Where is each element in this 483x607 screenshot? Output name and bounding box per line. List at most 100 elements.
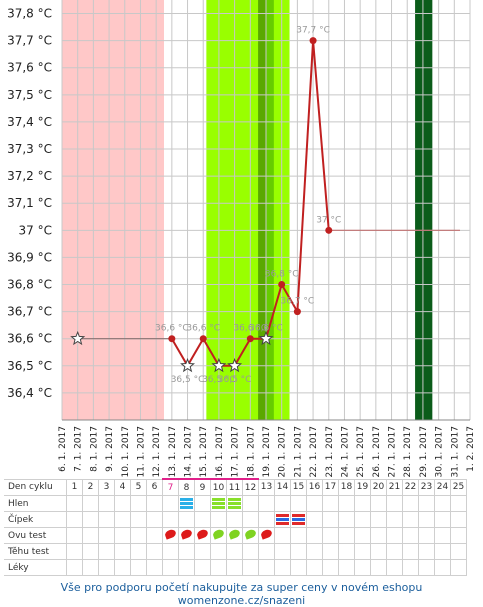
table-cell[interactable] [66, 527, 83, 544]
table-cell[interactable] [114, 543, 131, 560]
table-cell[interactable] [354, 511, 371, 528]
table-cell[interactable] [130, 543, 147, 560]
table-cell[interactable] [210, 511, 227, 528]
table-cell[interactable] [82, 495, 99, 512]
table-cell[interactable] [258, 543, 275, 560]
table-cell[interactable] [402, 559, 419, 576]
table-cell[interactable] [114, 511, 131, 528]
table-cell[interactable] [194, 559, 211, 576]
table-cell[interactable] [242, 543, 259, 560]
table-cell[interactable] [82, 559, 99, 576]
table-cell[interactable] [98, 559, 115, 576]
table-cell[interactable] [386, 527, 403, 544]
table-cell[interactable] [162, 511, 179, 528]
table-cell[interactable] [242, 495, 259, 512]
table-cell[interactable] [290, 495, 307, 512]
table-cell[interactable] [370, 559, 387, 576]
table-cell[interactable] [178, 511, 195, 528]
table-cell[interactable] [66, 559, 83, 576]
table-cell[interactable] [418, 495, 435, 512]
table-cell[interactable] [162, 559, 179, 576]
table-cell[interactable] [370, 527, 387, 544]
table-cell[interactable] [418, 527, 435, 544]
table-cell[interactable] [386, 543, 403, 560]
table-cell[interactable] [338, 511, 355, 528]
table-cell[interactable] [402, 511, 419, 528]
table-cell[interactable] [274, 527, 291, 544]
table-cell[interactable] [98, 495, 115, 512]
table-cell[interactable] [98, 511, 115, 528]
table-cell[interactable] [178, 543, 195, 560]
table-cell[interactable] [386, 559, 403, 576]
table-cell[interactable] [290, 527, 307, 544]
table-cell[interactable] [210, 495, 227, 512]
table-cell[interactable] [210, 527, 227, 544]
table-cell[interactable] [434, 511, 451, 528]
table-cell[interactable] [210, 559, 227, 576]
table-cell[interactable] [226, 511, 243, 528]
table-cell[interactable] [450, 511, 467, 528]
table-cell[interactable] [82, 543, 99, 560]
table-cell[interactable] [146, 495, 163, 512]
table-cell[interactable] [226, 543, 243, 560]
table-cell[interactable] [434, 543, 451, 560]
table-cell[interactable] [306, 559, 323, 576]
table-cell[interactable] [162, 543, 179, 560]
table-cell[interactable] [258, 527, 275, 544]
table-cell[interactable] [114, 559, 131, 576]
table-cell[interactable] [242, 527, 259, 544]
table-cell[interactable] [370, 543, 387, 560]
table-cell[interactable] [130, 559, 147, 576]
table-cell[interactable] [418, 511, 435, 528]
table-cell[interactable] [226, 495, 243, 512]
table-cell[interactable] [82, 527, 99, 544]
table-cell[interactable] [370, 511, 387, 528]
table-cell[interactable] [434, 495, 451, 512]
table-cell[interactable] [386, 495, 403, 512]
table-cell[interactable] [322, 559, 339, 576]
table-cell[interactable] [130, 495, 147, 512]
table-cell[interactable] [194, 543, 211, 560]
table-cell[interactable] [242, 511, 259, 528]
table-cell[interactable] [306, 543, 323, 560]
table-cell[interactable] [178, 527, 195, 544]
table-cell[interactable] [322, 543, 339, 560]
table-cell[interactable] [322, 527, 339, 544]
table-cell[interactable] [274, 559, 291, 576]
table-cell[interactable] [258, 559, 275, 576]
table-cell[interactable] [114, 527, 131, 544]
table-cell[interactable] [450, 527, 467, 544]
table-cell[interactable] [306, 511, 323, 528]
table-cell[interactable] [450, 495, 467, 512]
table-cell[interactable] [450, 559, 467, 576]
table-cell[interactable] [290, 511, 307, 528]
table-cell[interactable] [130, 511, 147, 528]
table-cell[interactable] [226, 527, 243, 544]
table-cell[interactable] [274, 543, 291, 560]
promo-footer[interactable]: Vše pro podporu početí nakupujte za supe… [60, 581, 423, 607]
table-cell[interactable] [418, 543, 435, 560]
table-cell[interactable] [354, 495, 371, 512]
table-cell[interactable] [146, 559, 163, 576]
table-cell[interactable] [162, 495, 179, 512]
table-cell[interactable] [290, 543, 307, 560]
table-cell[interactable] [402, 527, 419, 544]
table-cell[interactable] [306, 527, 323, 544]
table-cell[interactable] [114, 495, 131, 512]
table-cell[interactable] [450, 543, 467, 560]
table-cell[interactable] [322, 511, 339, 528]
table-cell[interactable] [322, 495, 339, 512]
table-cell[interactable] [290, 559, 307, 576]
table-cell[interactable] [434, 527, 451, 544]
table-cell[interactable] [274, 495, 291, 512]
table-cell[interactable] [194, 527, 211, 544]
table-cell[interactable] [178, 495, 195, 512]
table-cell[interactable] [146, 527, 163, 544]
table-cell[interactable] [354, 527, 371, 544]
table-cell[interactable] [274, 511, 291, 528]
table-cell[interactable] [338, 543, 355, 560]
table-cell[interactable] [338, 559, 355, 576]
table-cell[interactable] [66, 511, 83, 528]
table-cell[interactable] [162, 527, 179, 544]
table-cell[interactable] [194, 511, 211, 528]
